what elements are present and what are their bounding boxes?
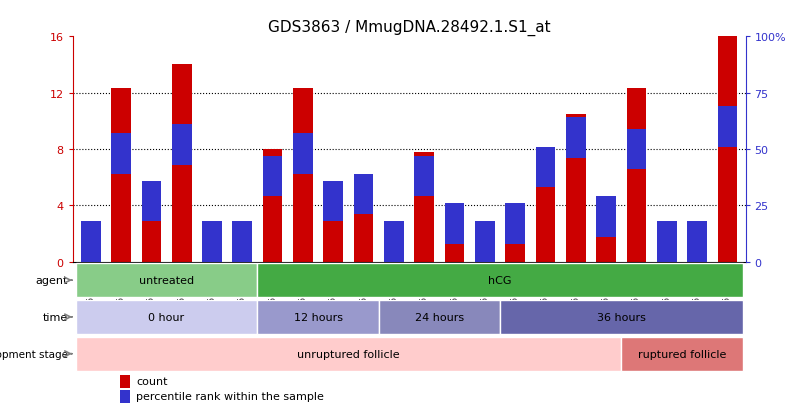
Bar bbox=[566, 114, 586, 262]
FancyBboxPatch shape bbox=[76, 300, 257, 334]
Bar bbox=[202, 252, 222, 262]
Title: GDS3863 / MmugDNA.28492.1.S1_at: GDS3863 / MmugDNA.28492.1.S1_at bbox=[268, 20, 550, 36]
Bar bbox=[354, 192, 373, 262]
Bar bbox=[232, 222, 252, 262]
Bar bbox=[81, 248, 101, 262]
Bar bbox=[142, 181, 161, 222]
Bar bbox=[536, 147, 555, 188]
Text: ruptured follicle: ruptured follicle bbox=[638, 349, 726, 359]
Text: development stage: development stage bbox=[0, 349, 68, 359]
Bar bbox=[263, 150, 282, 262]
Bar bbox=[323, 206, 343, 262]
Bar bbox=[536, 148, 555, 262]
Bar bbox=[384, 251, 404, 262]
Bar bbox=[142, 196, 161, 262]
Bar bbox=[626, 89, 646, 262]
FancyBboxPatch shape bbox=[257, 300, 379, 334]
Bar bbox=[414, 152, 434, 262]
Text: 24 hours: 24 hours bbox=[415, 312, 464, 322]
Bar bbox=[688, 222, 707, 262]
Bar bbox=[566, 118, 586, 159]
Bar bbox=[657, 222, 676, 262]
Bar bbox=[475, 222, 495, 262]
Text: unruptured follicle: unruptured follicle bbox=[297, 349, 400, 359]
Bar bbox=[202, 222, 222, 262]
Bar bbox=[119, 375, 131, 388]
Text: untreated: untreated bbox=[139, 275, 194, 285]
Bar bbox=[626, 129, 646, 170]
Bar bbox=[293, 89, 313, 262]
FancyBboxPatch shape bbox=[621, 337, 742, 371]
Text: agent: agent bbox=[35, 275, 68, 285]
Bar bbox=[445, 204, 464, 244]
Text: hCG: hCG bbox=[488, 275, 512, 285]
Bar bbox=[232, 258, 252, 262]
Bar bbox=[172, 125, 192, 165]
Bar bbox=[505, 204, 525, 244]
Bar bbox=[323, 181, 343, 222]
FancyBboxPatch shape bbox=[500, 300, 742, 334]
Bar bbox=[505, 213, 525, 262]
Bar bbox=[111, 89, 131, 262]
Text: percentile rank within the sample: percentile rank within the sample bbox=[136, 391, 324, 401]
Bar bbox=[111, 134, 131, 174]
Text: 36 hours: 36 hours bbox=[596, 312, 646, 322]
Bar bbox=[596, 197, 616, 237]
Bar bbox=[717, 37, 737, 262]
Bar bbox=[475, 245, 495, 262]
Bar bbox=[414, 157, 434, 197]
Text: count: count bbox=[136, 376, 168, 386]
Bar bbox=[172, 65, 192, 262]
FancyBboxPatch shape bbox=[76, 263, 257, 297]
Bar bbox=[263, 157, 282, 197]
Bar bbox=[293, 134, 313, 174]
Bar bbox=[119, 390, 131, 403]
FancyBboxPatch shape bbox=[76, 337, 621, 371]
Text: time: time bbox=[43, 312, 68, 322]
FancyBboxPatch shape bbox=[257, 263, 742, 297]
FancyBboxPatch shape bbox=[379, 300, 500, 334]
Text: 12 hours: 12 hours bbox=[293, 312, 343, 322]
Bar bbox=[596, 213, 616, 262]
Bar bbox=[384, 222, 404, 262]
Bar bbox=[81, 222, 101, 262]
Bar bbox=[445, 217, 464, 262]
Bar bbox=[657, 255, 676, 262]
Bar bbox=[717, 107, 737, 147]
Bar bbox=[688, 245, 707, 262]
Bar bbox=[354, 174, 373, 215]
Text: 0 hour: 0 hour bbox=[148, 312, 185, 322]
